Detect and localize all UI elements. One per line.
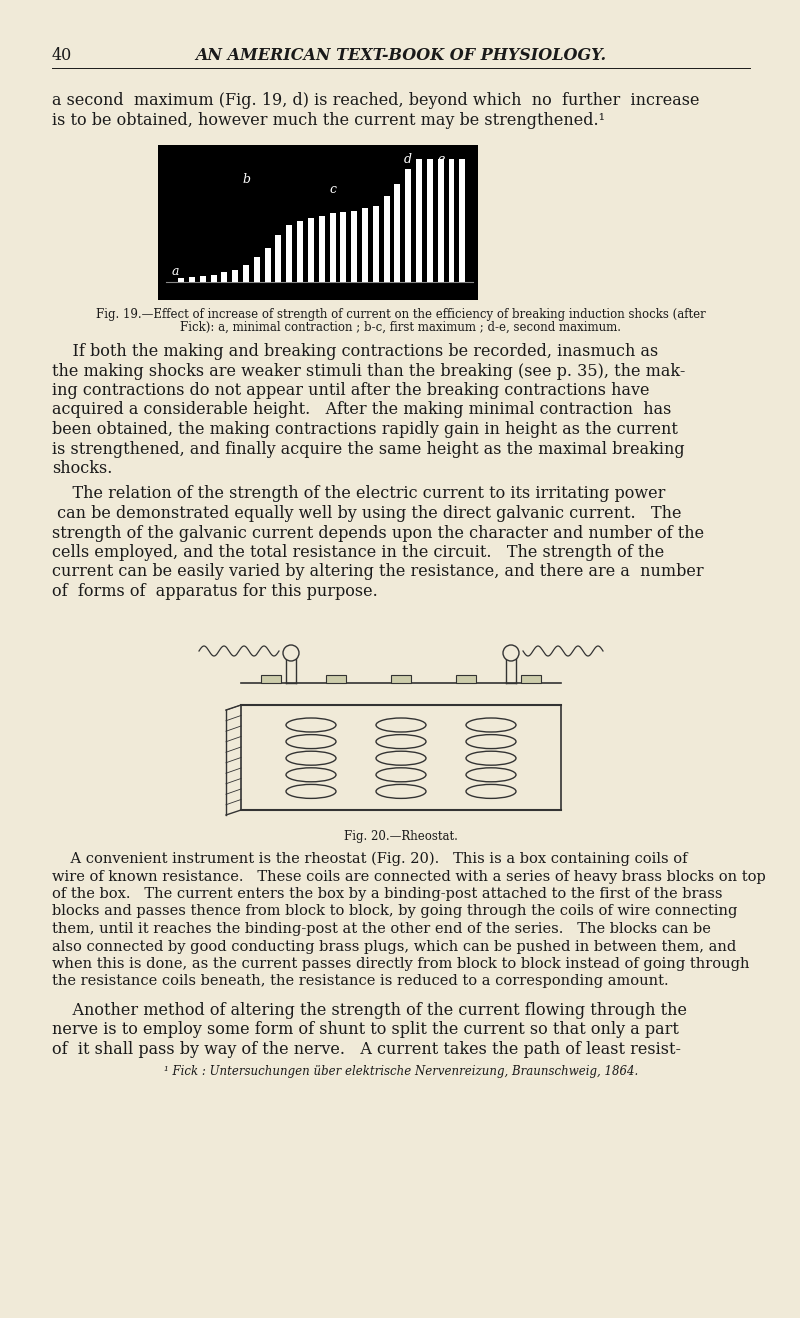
Circle shape (503, 645, 519, 662)
Text: current can be easily varied by altering the resistance, and there are a  number: current can be easily varied by altering… (52, 564, 704, 580)
Text: c: c (329, 183, 336, 196)
Bar (362, 208, 368, 282)
Bar (275, 235, 282, 282)
Bar (308, 217, 314, 282)
Text: nerve is to employ some form of shunt to split the current so that only a part: nerve is to employ some form of shunt to… (52, 1021, 679, 1039)
Text: also connected by good conducting brass plugs, which can be pushed in between th: also connected by good conducting brass … (52, 940, 736, 953)
Circle shape (283, 645, 299, 662)
Bar (254, 257, 260, 282)
Bar (449, 159, 454, 282)
Text: a: a (172, 265, 179, 278)
Bar (384, 196, 390, 282)
Text: acquired a considerable height.   After the making minimal contraction  has: acquired a considerable height. After th… (52, 402, 671, 419)
Bar (243, 265, 249, 282)
Bar (394, 183, 401, 282)
Text: the making shocks are weaker stimuli than the breaking (see p. 35), the mak-: the making shocks are weaker stimuli tha… (52, 362, 686, 380)
Text: 40: 40 (52, 46, 72, 63)
Text: of  it shall pass by way of the nerve.   A current takes the path of least resis: of it shall pass by way of the nerve. A … (52, 1041, 681, 1058)
Text: strength of the galvanic current depends upon the character and number of the: strength of the galvanic current depends… (52, 525, 704, 542)
Bar (416, 159, 422, 282)
Text: is to be obtained, however much the current may be strengthened.¹: is to be obtained, however much the curr… (52, 112, 605, 129)
Bar (189, 277, 195, 282)
Text: Fick): a, minimal contraction ; b-c, first maximum ; d-e, second maximum.: Fick): a, minimal contraction ; b-c, fir… (181, 322, 622, 333)
Text: the resistance coils beneath, the resistance is reduced to a corresponding amoun: the resistance coils beneath, the resist… (52, 974, 669, 988)
Text: been obtained, the making contractions rapidly gain in height as the current: been obtained, the making contractions r… (52, 420, 678, 438)
Text: A convenient instrument is the rheostat (Fig. 20).   This is a box containing co: A convenient instrument is the rheostat … (52, 851, 687, 866)
Text: a second  maximum (Fig. 19, d) is reached, beyond which  no  further  increase: a second maximum (Fig. 19, d) is reached… (52, 92, 699, 109)
Text: cells employed, and the total resistance in the circuit.   The strength of the: cells employed, and the total resistance… (52, 544, 664, 561)
Text: shocks.: shocks. (52, 460, 112, 477)
Bar (265, 248, 270, 282)
Text: e: e (437, 153, 444, 166)
Text: AN AMERICAN TEXT-BOOK OF PHYSIOLOGY.: AN AMERICAN TEXT-BOOK OF PHYSIOLOGY. (195, 46, 606, 63)
Text: when this is done, as the current passes directly from block to block instead of: when this is done, as the current passes… (52, 957, 750, 971)
Text: wire of known resistance.   These coils are connected with a series of heavy bra: wire of known resistance. These coils ar… (52, 870, 766, 883)
Bar (210, 274, 217, 282)
Text: ing contractions do not appear until after the breaking contractions have: ing contractions do not appear until aft… (52, 382, 650, 399)
Bar (232, 270, 238, 282)
Text: b: b (242, 173, 250, 186)
Text: ¹ Fick : Untersuchungen über elektrische Nervenreizung, Braunschweig, 1864.: ¹ Fick : Untersuchungen über elektrische… (164, 1065, 638, 1078)
Bar (373, 206, 378, 282)
Bar (438, 159, 444, 282)
Bar (200, 275, 206, 282)
Text: The relation of the strength of the electric current to its irritating power: The relation of the strength of the elec… (52, 485, 666, 502)
Text: can be demonstrated equally well by using the direct galvanic current.   The: can be demonstrated equally well by usin… (52, 505, 682, 522)
Bar (178, 278, 184, 282)
Bar (286, 225, 292, 282)
Text: d: d (404, 153, 412, 166)
Bar (326, 675, 346, 683)
Bar (340, 212, 346, 282)
Bar (330, 214, 335, 282)
Bar (261, 675, 281, 683)
Bar (406, 169, 411, 282)
Text: of the box.   The current enters the box by a binding-post attached to the first: of the box. The current enters the box b… (52, 887, 722, 902)
Bar (459, 159, 466, 282)
Bar (427, 159, 433, 282)
Text: is strengthened, and finally acquire the same height as the maximal breaking: is strengthened, and finally acquire the… (52, 440, 685, 457)
Bar (456, 675, 476, 683)
Bar (158, 145, 478, 301)
Text: Fig. 19.—Effect of increase of strength of current on the efficiency of breaking: Fig. 19.—Effect of increase of strength … (96, 308, 706, 322)
Text: Another method of altering the strength of the current flowing through the: Another method of altering the strength … (52, 1002, 687, 1019)
Bar (391, 675, 411, 683)
Bar (297, 220, 303, 282)
Text: If both the making and breaking contractions be recorded, inasmuch as: If both the making and breaking contract… (52, 343, 658, 360)
Bar (318, 216, 325, 282)
Bar (521, 675, 541, 683)
Text: blocks and passes thence from block to block, by going through the coils of wire: blocks and passes thence from block to b… (52, 904, 738, 919)
Text: Fig. 20.—Rheostat.: Fig. 20.—Rheostat. (344, 830, 458, 844)
Bar (351, 211, 357, 282)
Text: of  forms of  apparatus for this purpose.: of forms of apparatus for this purpose. (52, 583, 378, 600)
Bar (222, 272, 227, 282)
Text: them, until it reaches the binding-post at the other end of the series.   The bl: them, until it reaches the binding-post … (52, 923, 711, 936)
